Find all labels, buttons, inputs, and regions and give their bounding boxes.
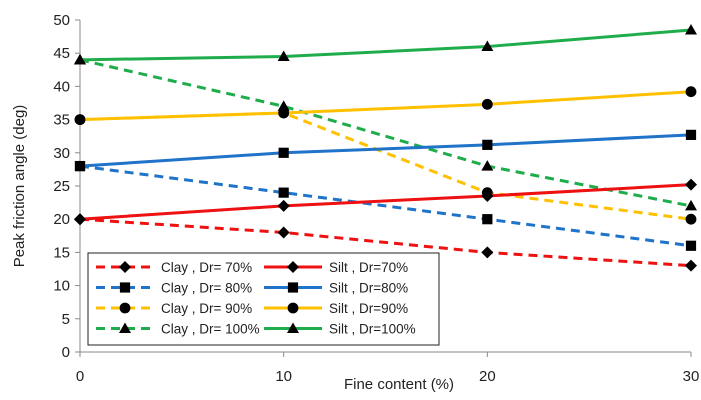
y-tick-label: 25 — [53, 178, 70, 195]
data-point — [685, 86, 697, 98]
legend-label: Clay , Dr= 100% — [161, 322, 260, 337]
series-6 — [74, 53, 697, 211]
data-point — [74, 213, 86, 226]
data-point — [278, 147, 289, 158]
series-line — [79, 111, 692, 221]
series-5 — [74, 86, 697, 125]
y-tick-label: 20 — [53, 211, 70, 228]
data-point — [277, 50, 290, 62]
data-point — [482, 214, 493, 225]
legend-marker — [287, 322, 299, 333]
axes: 0 5 10 15 20 25 30 35 40 45 50 0 10 20 30 — [53, 12, 699, 385]
x-tick-label: 10 — [275, 368, 292, 385]
series-line — [79, 28, 692, 62]
legend-entry: Clay , Dr= 100% — [96, 322, 260, 337]
y-tick-label: 15 — [53, 244, 70, 261]
legend-entry: Silt , Dr=100% — [264, 322, 416, 337]
series-line — [79, 164, 692, 248]
legend-label: Silt , Dr=80% — [329, 281, 408, 296]
y-tick-label: 40 — [53, 78, 70, 95]
data-point — [685, 199, 697, 211]
y-tick-label: 0 — [62, 344, 70, 361]
data-point — [278, 107, 290, 119]
series-line — [79, 58, 692, 208]
data-point — [482, 139, 493, 150]
data-point — [685, 240, 697, 251]
data-point — [685, 178, 697, 191]
data-point — [277, 199, 290, 212]
x-tick-label: 0 — [76, 368, 84, 385]
x-tick-label: 20 — [479, 368, 496, 385]
data-point — [278, 187, 289, 198]
legend-marker — [119, 261, 131, 273]
y-axis-title: Peak friction angle (deg) — [11, 105, 28, 268]
legend-entry: Silt , Dr=70% — [264, 260, 408, 275]
data-point — [685, 129, 697, 140]
data-point — [481, 40, 494, 52]
series-2 — [74, 160, 697, 251]
legend-marker — [287, 302, 299, 314]
series-7 — [74, 23, 697, 65]
series-1 — [74, 178, 697, 226]
data-point — [74, 160, 86, 172]
data-point — [74, 53, 86, 65]
y-tick-label: 30 — [53, 145, 70, 162]
y-tick-label: 10 — [53, 278, 70, 295]
series-line — [79, 217, 692, 268]
y-tick-label: 35 — [53, 112, 70, 129]
data-point — [481, 98, 493, 110]
data-point — [481, 189, 494, 202]
legend-entry: Clay , Dr= 90% — [96, 301, 252, 316]
legend-entry: Clay , Dr= 80% — [96, 281, 252, 296]
y-tick-label: 50 — [53, 12, 70, 29]
y-tick-label: 45 — [53, 45, 70, 62]
series-3 — [74, 129, 697, 172]
legend-marker — [287, 261, 299, 273]
y-tick-label: 5 — [62, 311, 70, 328]
series-line — [79, 133, 692, 168]
data-point — [277, 226, 290, 239]
data-point — [685, 259, 697, 272]
legend-label: Clay , Dr= 70% — [161, 260, 252, 275]
data-point — [481, 246, 494, 259]
legend-entry: Silt , Dr=90% — [264, 301, 408, 316]
series-line — [79, 90, 692, 122]
legend-marker — [119, 282, 131, 293]
data-point — [74, 114, 86, 125]
legend-label: Silt , Dr=70% — [329, 260, 408, 275]
legend-marker — [287, 282, 299, 293]
legend-label: Silt , Dr=90% — [329, 301, 408, 316]
x-axis-title: Fine content (%) — [344, 376, 454, 393]
legend-label: Silt , Dr=100% — [329, 322, 416, 337]
legend: Clay , Dr= 70% Silt , Dr=70% Clay , Dr= 80… — [87, 252, 440, 346]
legend-label: Clay , Dr= 90% — [161, 301, 252, 316]
series-layer — [74, 23, 697, 272]
data-point — [685, 23, 697, 35]
series-line — [79, 183, 692, 221]
data-point — [277, 100, 290, 111]
legend-entry: Silt , Dr=80% — [264, 281, 408, 296]
legend-entry: Clay , Dr= 70% — [96, 260, 252, 275]
legend-label: Clay , Dr= 80% — [161, 281, 252, 296]
data-point — [481, 160, 494, 171]
data-point — [685, 213, 697, 225]
legend-marker — [119, 322, 131, 333]
x-tick-label: 30 — [683, 368, 700, 385]
legend-marker — [119, 302, 131, 314]
